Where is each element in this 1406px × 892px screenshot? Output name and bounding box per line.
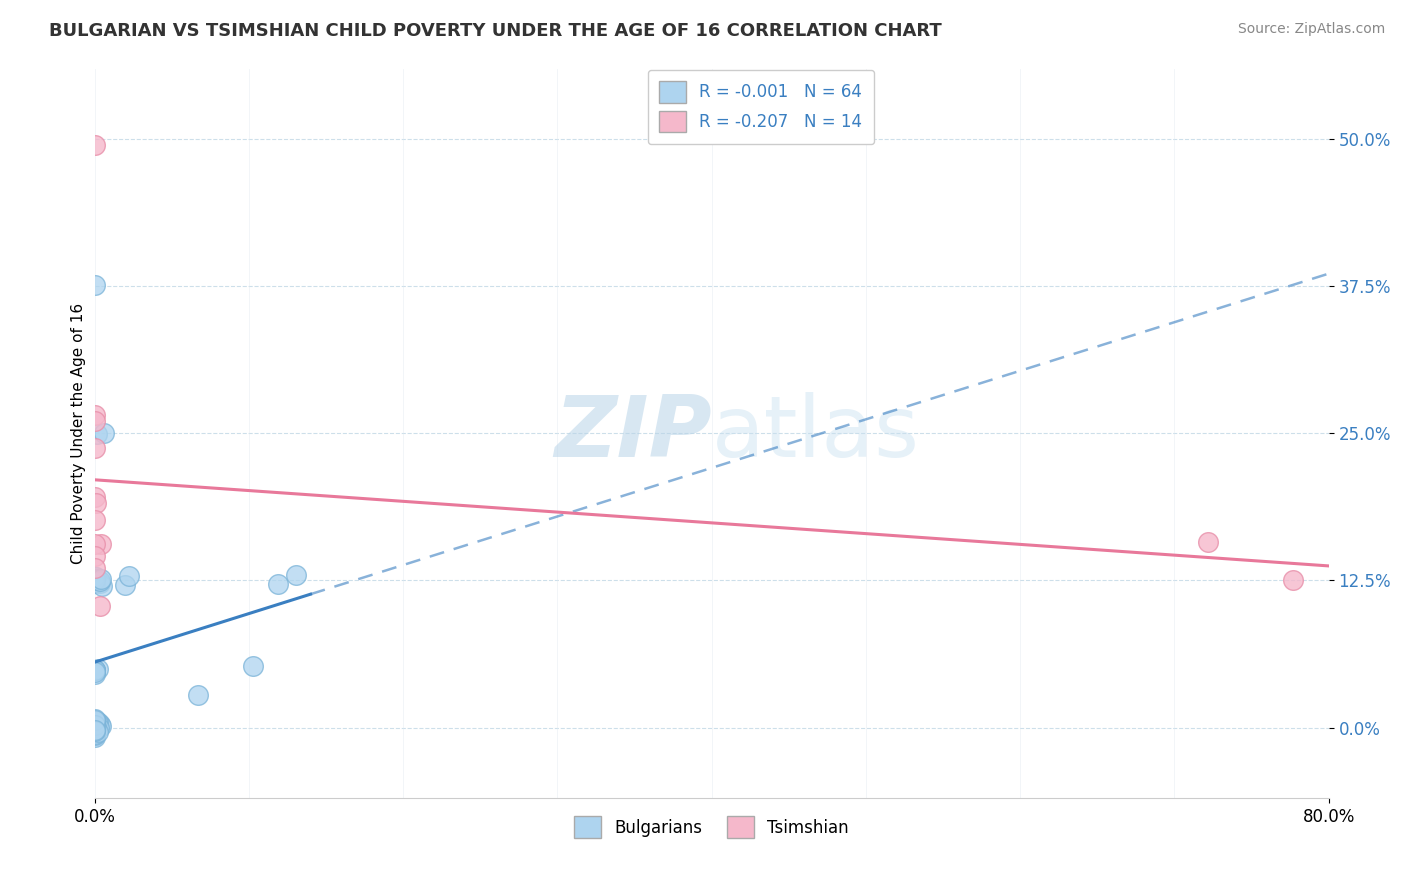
Point — [83, 570, 105, 584]
Point — [83, 727, 105, 741]
Point — [83, 714, 105, 728]
Point — [83, 718, 105, 732]
Point — [90, 719, 112, 733]
Point — [86, 426, 108, 441]
Point — [86, 496, 108, 510]
Point — [83, 721, 105, 735]
Point — [83, 414, 105, 428]
Point — [83, 715, 105, 730]
Point — [83, 575, 105, 590]
Point — [84, 137, 107, 152]
Point — [84, 277, 107, 292]
Point — [86, 721, 108, 735]
Text: atlas: atlas — [711, 392, 920, 475]
Point — [83, 723, 105, 737]
Point — [83, 574, 105, 589]
Point — [86, 717, 108, 731]
Text: BULGARIAN VS TSIMSHIAN CHILD POVERTY UNDER THE AGE OF 16 CORRELATION CHART: BULGARIAN VS TSIMSHIAN CHILD POVERTY UND… — [49, 22, 942, 40]
Text: Source: ZipAtlas.com: Source: ZipAtlas.com — [1237, 22, 1385, 37]
Legend: Bulgarians, Tsimshian: Bulgarians, Tsimshian — [568, 810, 856, 845]
Point — [89, 717, 111, 731]
Point — [84, 666, 107, 681]
Point — [83, 574, 105, 589]
Point — [89, 574, 111, 588]
Point — [90, 573, 112, 587]
Point — [83, 549, 105, 563]
Point — [1197, 534, 1219, 549]
Point — [83, 722, 105, 736]
Point — [83, 721, 105, 735]
Point — [89, 576, 111, 591]
Point — [83, 723, 105, 737]
Point — [90, 537, 112, 551]
Point — [84, 560, 107, 574]
Point — [84, 570, 107, 584]
Point — [242, 659, 264, 673]
Point — [86, 715, 108, 730]
Point — [83, 730, 105, 744]
Point — [83, 717, 105, 731]
Point — [83, 575, 105, 590]
Point — [87, 662, 110, 676]
Point — [83, 720, 105, 734]
Point — [83, 513, 105, 527]
Point — [114, 577, 136, 591]
Point — [83, 720, 105, 734]
Point — [84, 720, 107, 734]
Point — [83, 720, 105, 734]
Point — [86, 714, 108, 729]
Point — [83, 572, 105, 586]
Point — [83, 721, 105, 735]
Point — [267, 576, 290, 591]
Point — [83, 573, 105, 587]
Point — [83, 715, 105, 730]
Point — [83, 490, 105, 504]
Point — [83, 723, 105, 737]
Point — [83, 408, 105, 422]
Point — [83, 441, 105, 455]
Point — [83, 575, 105, 590]
Point — [84, 719, 107, 733]
Point — [118, 569, 141, 583]
Point — [83, 727, 105, 741]
Point — [187, 689, 209, 703]
Point — [84, 720, 107, 734]
Point — [83, 713, 105, 727]
Point — [83, 573, 105, 587]
Point — [84, 572, 107, 586]
Point — [83, 724, 105, 739]
Point — [83, 573, 105, 587]
Point — [1282, 573, 1305, 587]
Point — [83, 719, 105, 733]
Point — [83, 537, 105, 551]
Point — [83, 663, 105, 677]
Point — [84, 665, 107, 679]
Text: ZIP: ZIP — [554, 392, 711, 475]
Point — [87, 721, 110, 735]
Point — [87, 725, 110, 739]
Point — [90, 578, 112, 592]
Point — [89, 599, 111, 614]
Y-axis label: Child Poverty Under the Age of 16: Child Poverty Under the Age of 16 — [72, 302, 86, 564]
Point — [83, 663, 105, 677]
Point — [83, 663, 105, 677]
Point — [285, 568, 308, 582]
Point — [83, 712, 105, 726]
Point — [93, 426, 115, 441]
